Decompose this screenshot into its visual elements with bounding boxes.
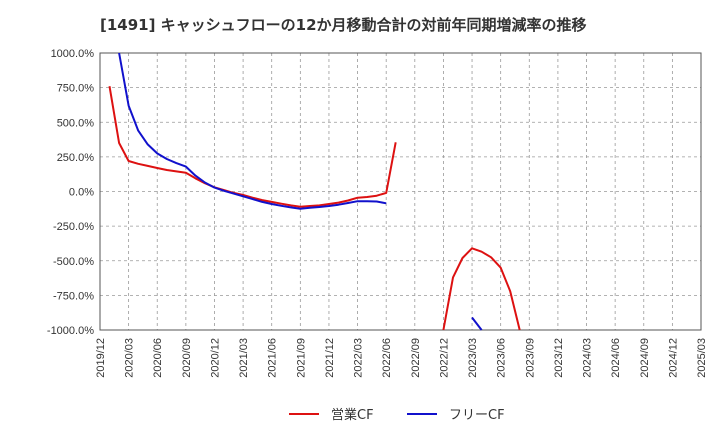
x-tick-label: 2022/03: [353, 338, 365, 378]
x-tick-label: 2024/03: [582, 338, 594, 378]
x-tick-label: 2022/12: [438, 338, 450, 378]
series-line-2: [471, 316, 483, 331]
x-tick-label: 2019/12: [95, 338, 107, 378]
x-tick-label: 2021/03: [238, 338, 250, 378]
x-tick-label: 2020/09: [181, 338, 193, 378]
plot-frame: [99, 52, 702, 331]
y-tick-label: 500.0%: [57, 117, 95, 129]
x-tick-label: 2024/06: [610, 338, 622, 378]
x-tick-label: 2022/09: [410, 338, 422, 378]
y-tick-label: -1000.0%: [47, 325, 94, 337]
y-tick-label: 1000.0%: [51, 48, 95, 60]
grid: [99, 52, 702, 331]
y-tick-label: -500.0%: [53, 256, 94, 268]
x-tick-label: 2021/09: [295, 338, 307, 378]
x-tick-label: 2024/09: [639, 338, 651, 378]
x-tick-label: 2023/12: [553, 338, 565, 378]
series-line-2: [118, 52, 387, 210]
series-line-1: [108, 86, 397, 208]
x-tick-label: 2023/03: [467, 338, 479, 378]
x-tick-label: 2020/03: [124, 338, 136, 378]
x-tick-label: 2021/12: [324, 338, 336, 378]
y-tick-label: -250.0%: [53, 221, 94, 233]
y-tick-label: 0.0%: [69, 187, 94, 199]
x-axis: 2019/12 2020/03 2020/06 2020/09 2020/12 2021/…: [95, 338, 708, 378]
x-tick-label: 2023/09: [524, 338, 536, 378]
series-line-1: [442, 247, 521, 331]
x-tick-label: 2025/03: [696, 338, 708, 378]
y-axis: 1000.0% 750.0% 500.0% 250.0% 0.0% -250.0% -500…: [47, 48, 94, 337]
x-tick-label: 2022/06: [381, 338, 393, 378]
x-tick-label: 2024/12: [667, 338, 679, 378]
legend: 営業CF フリーCF: [289, 407, 505, 423]
y-tick-label: -750.0%: [53, 290, 94, 302]
y-tick-label: 250.0%: [57, 152, 95, 164]
legend-label-2: フリーCF: [449, 408, 505, 423]
x-tick-label: 2021/06: [267, 338, 279, 378]
x-tick-label: 2020/06: [152, 338, 164, 378]
chart-title: [1491] キャッシュフローの12か月移動合計の対前年同期増減率の推移: [100, 16, 587, 34]
x-tick-label: 2020/12: [209, 338, 221, 378]
x-tick-label: 2023/06: [496, 338, 508, 378]
legend-label-1: 営業CF: [331, 407, 374, 423]
series-layer: [108, 52, 521, 331]
y-tick-label: 750.0%: [57, 83, 95, 95]
